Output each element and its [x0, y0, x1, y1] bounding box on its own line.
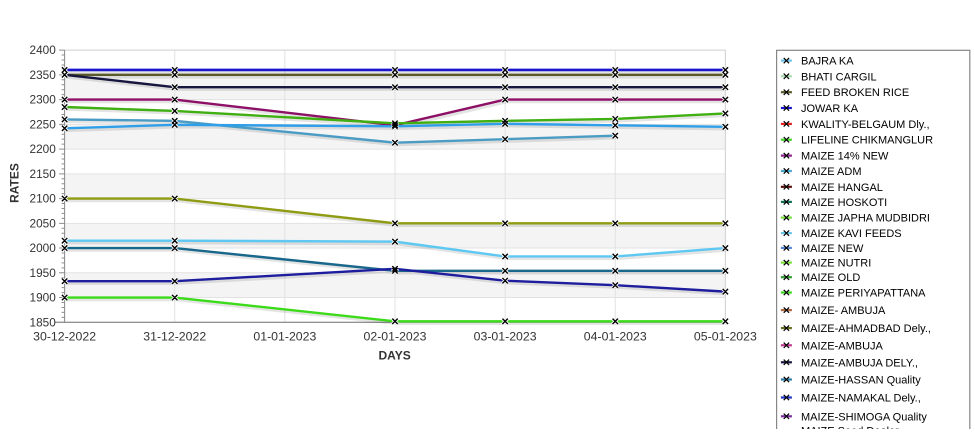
svg-text:2050: 2050	[30, 216, 57, 230]
svg-text:MAIZE JAPHA MUDBIDRI: MAIZE JAPHA MUDBIDRI	[801, 213, 930, 225]
svg-text:04-01-2023: 04-01-2023	[584, 330, 647, 344]
svg-text:DAYS: DAYS	[378, 348, 410, 362]
svg-text:1850: 1850	[30, 315, 57, 329]
svg-text:MAIZE 14% NEW: MAIZE 14% NEW	[801, 151, 889, 163]
svg-text:MAIZE PERIYAPATTANA: MAIZE PERIYAPATTANA	[801, 288, 926, 300]
svg-text:MAIZE OLD: MAIZE OLD	[801, 272, 860, 284]
svg-text:05-01-2023: 05-01-2023	[694, 330, 757, 344]
svg-text:2000: 2000	[30, 241, 57, 255]
svg-text:MAIZE NUTRI: MAIZE NUTRI	[801, 258, 871, 270]
svg-text:MAIZE- AMBUJA: MAIZE- AMBUJA	[801, 305, 886, 317]
svg-text:30-12-2022: 30-12-2022	[33, 330, 96, 344]
svg-text:MAIZE-NAMAKAL Dely.,: MAIZE-NAMAKAL Dely.,	[801, 393, 921, 405]
svg-text:MAIZE ADM: MAIZE ADM	[801, 166, 862, 178]
svg-text:KWALITY-BELGAUM Dly.,: KWALITY-BELGAUM Dly.,	[801, 119, 930, 131]
svg-text:MAIZE NEW: MAIZE NEW	[801, 243, 864, 255]
svg-text:MAIZE-AMBUJA DELY.,: MAIZE-AMBUJA DELY.,	[801, 357, 918, 369]
svg-text:MAIZE HOSKOTI: MAIZE HOSKOTI	[801, 197, 887, 209]
svg-text:2250: 2250	[30, 117, 57, 131]
svg-text:2300: 2300	[30, 93, 57, 107]
svg-text:1950: 1950	[30, 266, 57, 280]
svg-text:MAIZE Seed Dealer: MAIZE Seed Dealer	[801, 426, 899, 429]
svg-text:JOWAR KA: JOWAR KA	[801, 103, 859, 115]
svg-text:03-01-2023: 03-01-2023	[474, 330, 537, 344]
svg-text:31-12-2022: 31-12-2022	[143, 330, 206, 344]
svg-text:1900: 1900	[30, 291, 57, 305]
svg-text:MAIZE-AHMADBAD Dely.,: MAIZE-AHMADBAD Dely.,	[801, 323, 931, 335]
svg-text:02-01-2023: 02-01-2023	[364, 330, 427, 344]
svg-text:RATES: RATES	[7, 163, 21, 203]
svg-text:MAIZE-HASSAN Quality: MAIZE-HASSAN Quality	[801, 375, 921, 387]
svg-text:01-01-2023: 01-01-2023	[253, 330, 316, 344]
svg-text:2150: 2150	[30, 167, 57, 181]
svg-text:BAJRA KA: BAJRA KA	[801, 56, 854, 68]
svg-text:MAIZE KAVI FEEDS: MAIZE KAVI FEEDS	[801, 228, 902, 240]
svg-text:MAIZE HANGAL: MAIZE HANGAL	[801, 182, 883, 194]
svg-text:MAIZE-AMBUJA: MAIZE-AMBUJA	[801, 340, 884, 352]
svg-text:2200: 2200	[30, 142, 57, 156]
svg-text:MAIZE-SHIMOGA Quality: MAIZE-SHIMOGA Quality	[801, 411, 927, 423]
svg-text:2400: 2400	[30, 43, 57, 57]
svg-text:2100: 2100	[30, 192, 57, 206]
svg-text:2350: 2350	[30, 68, 57, 82]
svg-text:LIFELINE CHIKMANGLUR: LIFELINE CHIKMANGLUR	[801, 135, 933, 147]
svg-text:FEED BROKEN RICE: FEED BROKEN RICE	[801, 87, 909, 99]
svg-text:BHATI CARGIL: BHATI CARGIL	[801, 71, 877, 83]
